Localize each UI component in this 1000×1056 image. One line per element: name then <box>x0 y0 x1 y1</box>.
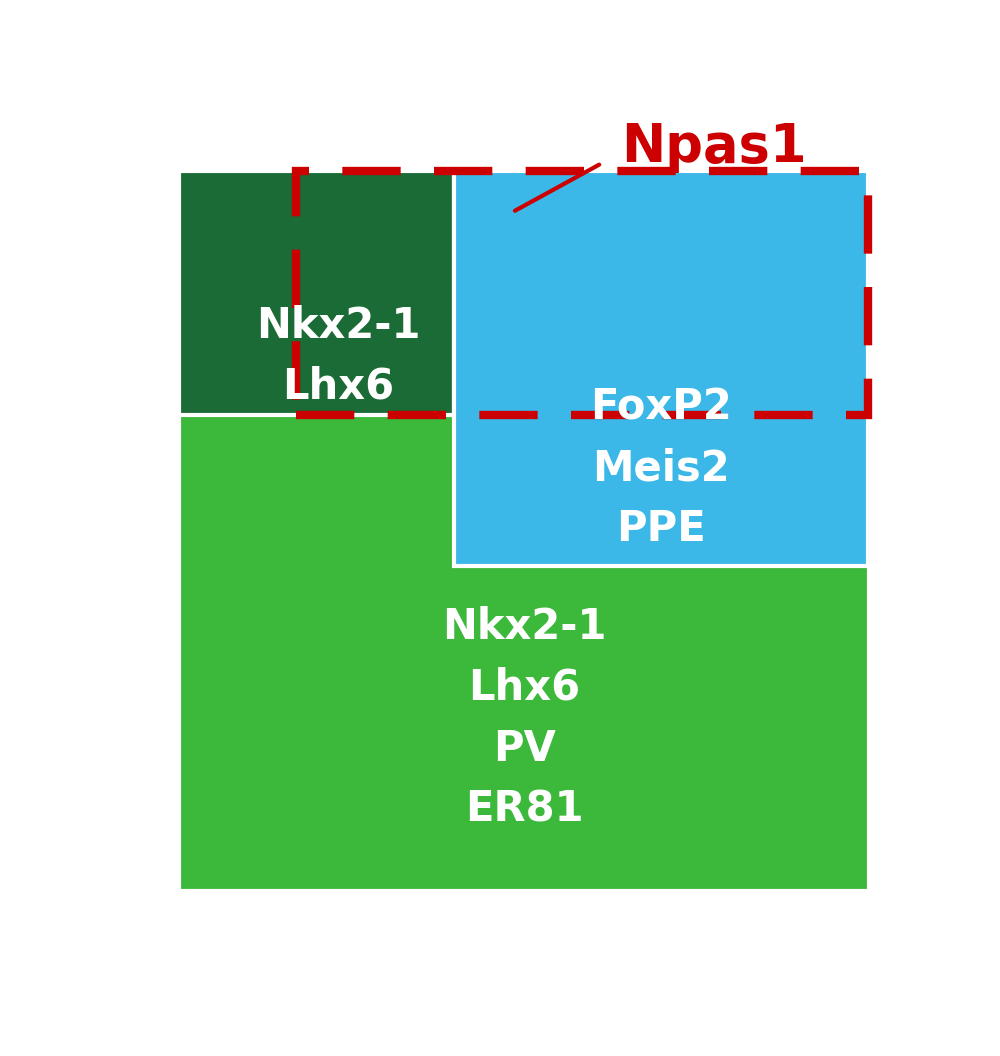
Bar <box>179 192 869 891</box>
Text: Lhx6: Lhx6 <box>468 666 580 709</box>
Text: FoxP2: FoxP2 <box>590 386 732 429</box>
Text: Nkx2-1: Nkx2-1 <box>256 305 420 347</box>
Text: Npas1: Npas1 <box>621 121 807 173</box>
Text: ER81: ER81 <box>465 789 583 831</box>
Text: Meis2: Meis2 <box>592 448 730 489</box>
Text: Nkx2-1: Nkx2-1 <box>442 606 606 647</box>
Bar <box>296 171 868 415</box>
Text: PPE: PPE <box>616 508 706 550</box>
Bar <box>454 171 868 566</box>
Bar <box>179 171 454 415</box>
Text: PV: PV <box>493 728 556 770</box>
Text: Lhx6: Lhx6 <box>282 366 394 408</box>
